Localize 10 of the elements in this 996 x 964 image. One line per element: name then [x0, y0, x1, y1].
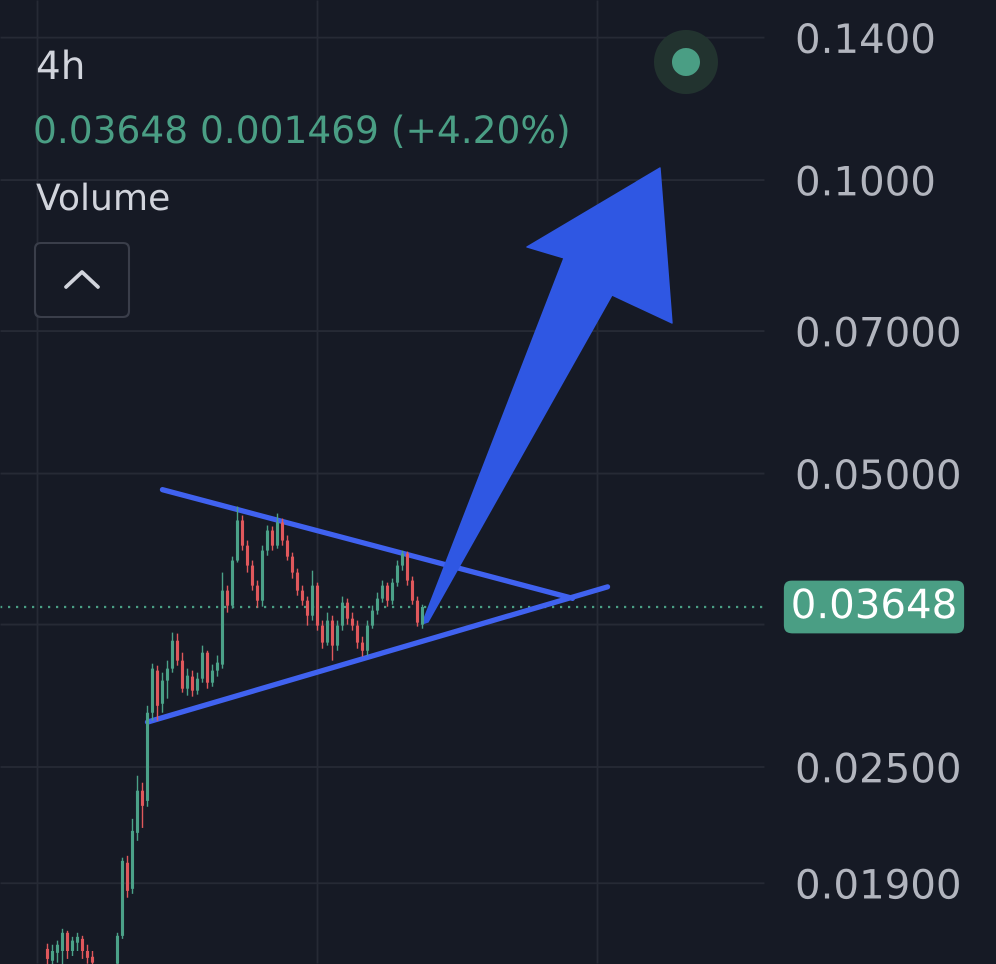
- ref-line-label: 0.03648: [793, 588, 955, 619]
- y-tick-label: 0.02500: [798, 752, 959, 783]
- y-tick-label: 0.1000: [798, 165, 934, 196]
- text: 4h: [38, 49, 82, 79]
- y-tick-label: 0.07000: [798, 316, 959, 347]
- y-tick-label: 0.1400: [798, 23, 934, 54]
- annotation: Volume: [36, 182, 168, 211]
- y-tick-label: 0.05000: [798, 458, 959, 490]
- y-tick-label: 0.01900: [798, 868, 959, 900]
- text: 0.03648 0.001469 (+4.20%): [35, 114, 568, 148]
